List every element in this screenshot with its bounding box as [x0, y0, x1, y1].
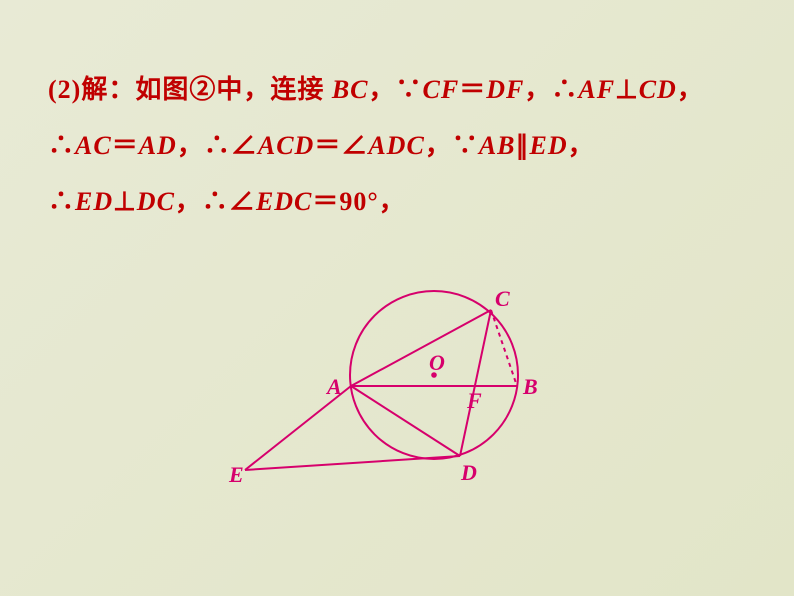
svg-text:E: E [228, 462, 244, 487]
seg-11: AC [75, 131, 112, 160]
seg-13: AD [139, 131, 177, 160]
seg-4: ＝ [459, 75, 486, 104]
svg-text:B: B [522, 374, 538, 399]
svg-text:C: C [495, 286, 510, 311]
seg-17: ADC [368, 131, 424, 160]
svg-text:A: A [325, 374, 342, 399]
seg-18: ，∵ [425, 131, 479, 160]
seg-7: AF [578, 75, 615, 104]
seg-8: ⊥ [615, 75, 639, 104]
svg-text:F: F [466, 388, 482, 413]
seg-0: (2)解：如图②中，连接 [48, 75, 332, 104]
seg-1: BC [332, 75, 369, 104]
geometry-diagram: A B C D E FO [227, 248, 567, 498]
proof-text: (2)解：如图②中，连接 BC，∵CF＝DF，∴AF⊥CD，∴AC＝AD，∴∠A… [48, 62, 746, 230]
svg-text:O: O [429, 350, 445, 375]
seg-9: CD [639, 75, 677, 104]
svg-text:D: D [460, 460, 477, 485]
seg-3: CF [423, 75, 460, 104]
seg-2: ，∵ [369, 75, 423, 104]
seg-12: ＝ [112, 131, 139, 160]
seg-27: EDC [256, 187, 312, 216]
seg-5: DF [486, 75, 524, 104]
seg-23: ED [75, 187, 113, 216]
seg-15: ACD [258, 131, 314, 160]
seg-14: ，∴∠ [177, 131, 258, 160]
seg-16: ＝∠ [314, 131, 368, 160]
seg-19: AB [479, 131, 516, 160]
seg-26: ，∴∠ [175, 187, 256, 216]
seg-24: ⊥ [113, 187, 137, 216]
seg-21: ED [530, 131, 568, 160]
seg-6: ，∴ [524, 75, 578, 104]
seg-20: ∥ [516, 131, 530, 160]
seg-25: DC [137, 187, 175, 216]
seg-28: ＝90°， [312, 187, 405, 216]
